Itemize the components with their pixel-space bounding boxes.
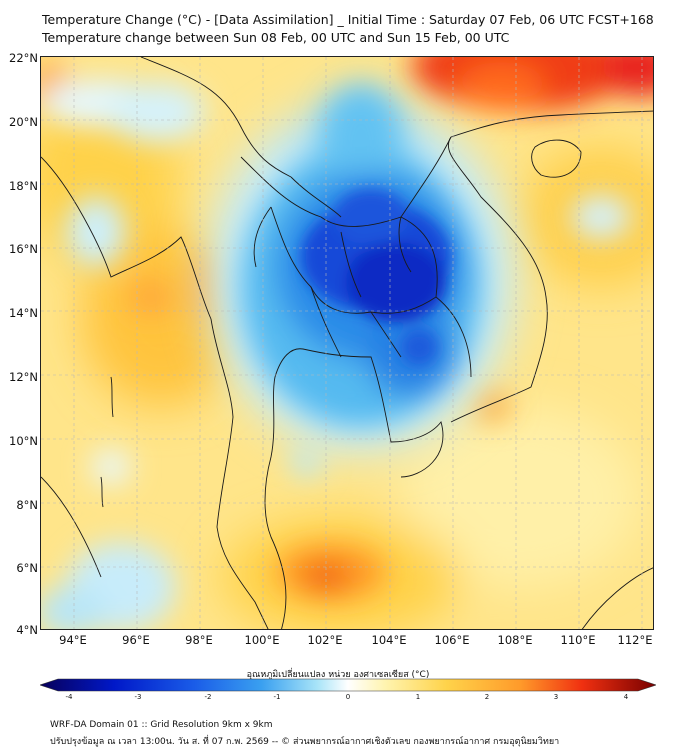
lat-label-8n: 8°N	[16, 498, 38, 512]
colorbar-tick: -4	[65, 693, 73, 701]
lat-label-12n: 12°N	[9, 370, 38, 384]
lon-label-110e: 110°E	[560, 633, 596, 647]
lon-label-96e: 96°E	[122, 633, 150, 647]
chart-title: Temperature Change (°C) - [Data Assimila…	[42, 12, 654, 27]
colorbar-tick: -2	[204, 693, 212, 701]
footer-credit: ปรับปรุงข้อมูล ณ เวลา 13:00น. วัน ส. ที่…	[50, 737, 560, 747]
colorbar-tick: 1	[415, 693, 421, 701]
colorbar-title: อุณหภูมิเปลี่ยนแปลง หน่วย องศาเซลเซียส (…	[246, 670, 430, 680]
lon-label-108e: 108°E	[497, 633, 533, 647]
colorbar-tick: -1	[273, 693, 281, 701]
lon-label-98e: 98°E	[185, 633, 213, 647]
colorbar-tick: -3	[134, 693, 142, 701]
lat-label-20n: 20°N	[9, 115, 38, 129]
graticule	[41, 57, 653, 629]
colorbar-gradient	[40, 678, 656, 692]
footer-model-info: WRF-DA Domain 01 :: Grid Resolution 9km …	[50, 720, 273, 730]
temperature-change-map[interactable]	[40, 56, 654, 630]
lat-label-18n: 18°N	[9, 179, 38, 193]
lat-label-16n: 16°N	[9, 242, 38, 256]
lat-label-14n: 14°N	[9, 306, 38, 320]
colorbar-tick: 0	[345, 693, 351, 701]
lat-label-22n: 22°N	[9, 51, 38, 65]
lon-label-94e: 94°E	[59, 633, 87, 647]
colorbar-tick: 2	[484, 693, 490, 701]
coastline-borders	[41, 57, 653, 629]
map-canvas	[41, 57, 653, 629]
lon-label-106e: 106°E	[434, 633, 470, 647]
colorbar	[40, 678, 656, 692]
lon-label-100e: 100°E	[244, 633, 280, 647]
lat-label-6n: 6°N	[16, 561, 38, 575]
lon-label-104e: 104°E	[371, 633, 407, 647]
colorbar-tick: 3	[553, 693, 559, 701]
lat-label-10n: 10°N	[9, 434, 38, 448]
lat-label-4n: 4°N	[16, 623, 38, 637]
lon-label-102e: 102°E	[307, 633, 343, 647]
lon-label-112e: 112°E	[617, 633, 653, 647]
temperature-field	[41, 57, 653, 629]
colorbar-tick: 4	[623, 693, 629, 701]
chart-subtitle: Temperature change between Sun 08 Feb, 0…	[42, 30, 510, 45]
